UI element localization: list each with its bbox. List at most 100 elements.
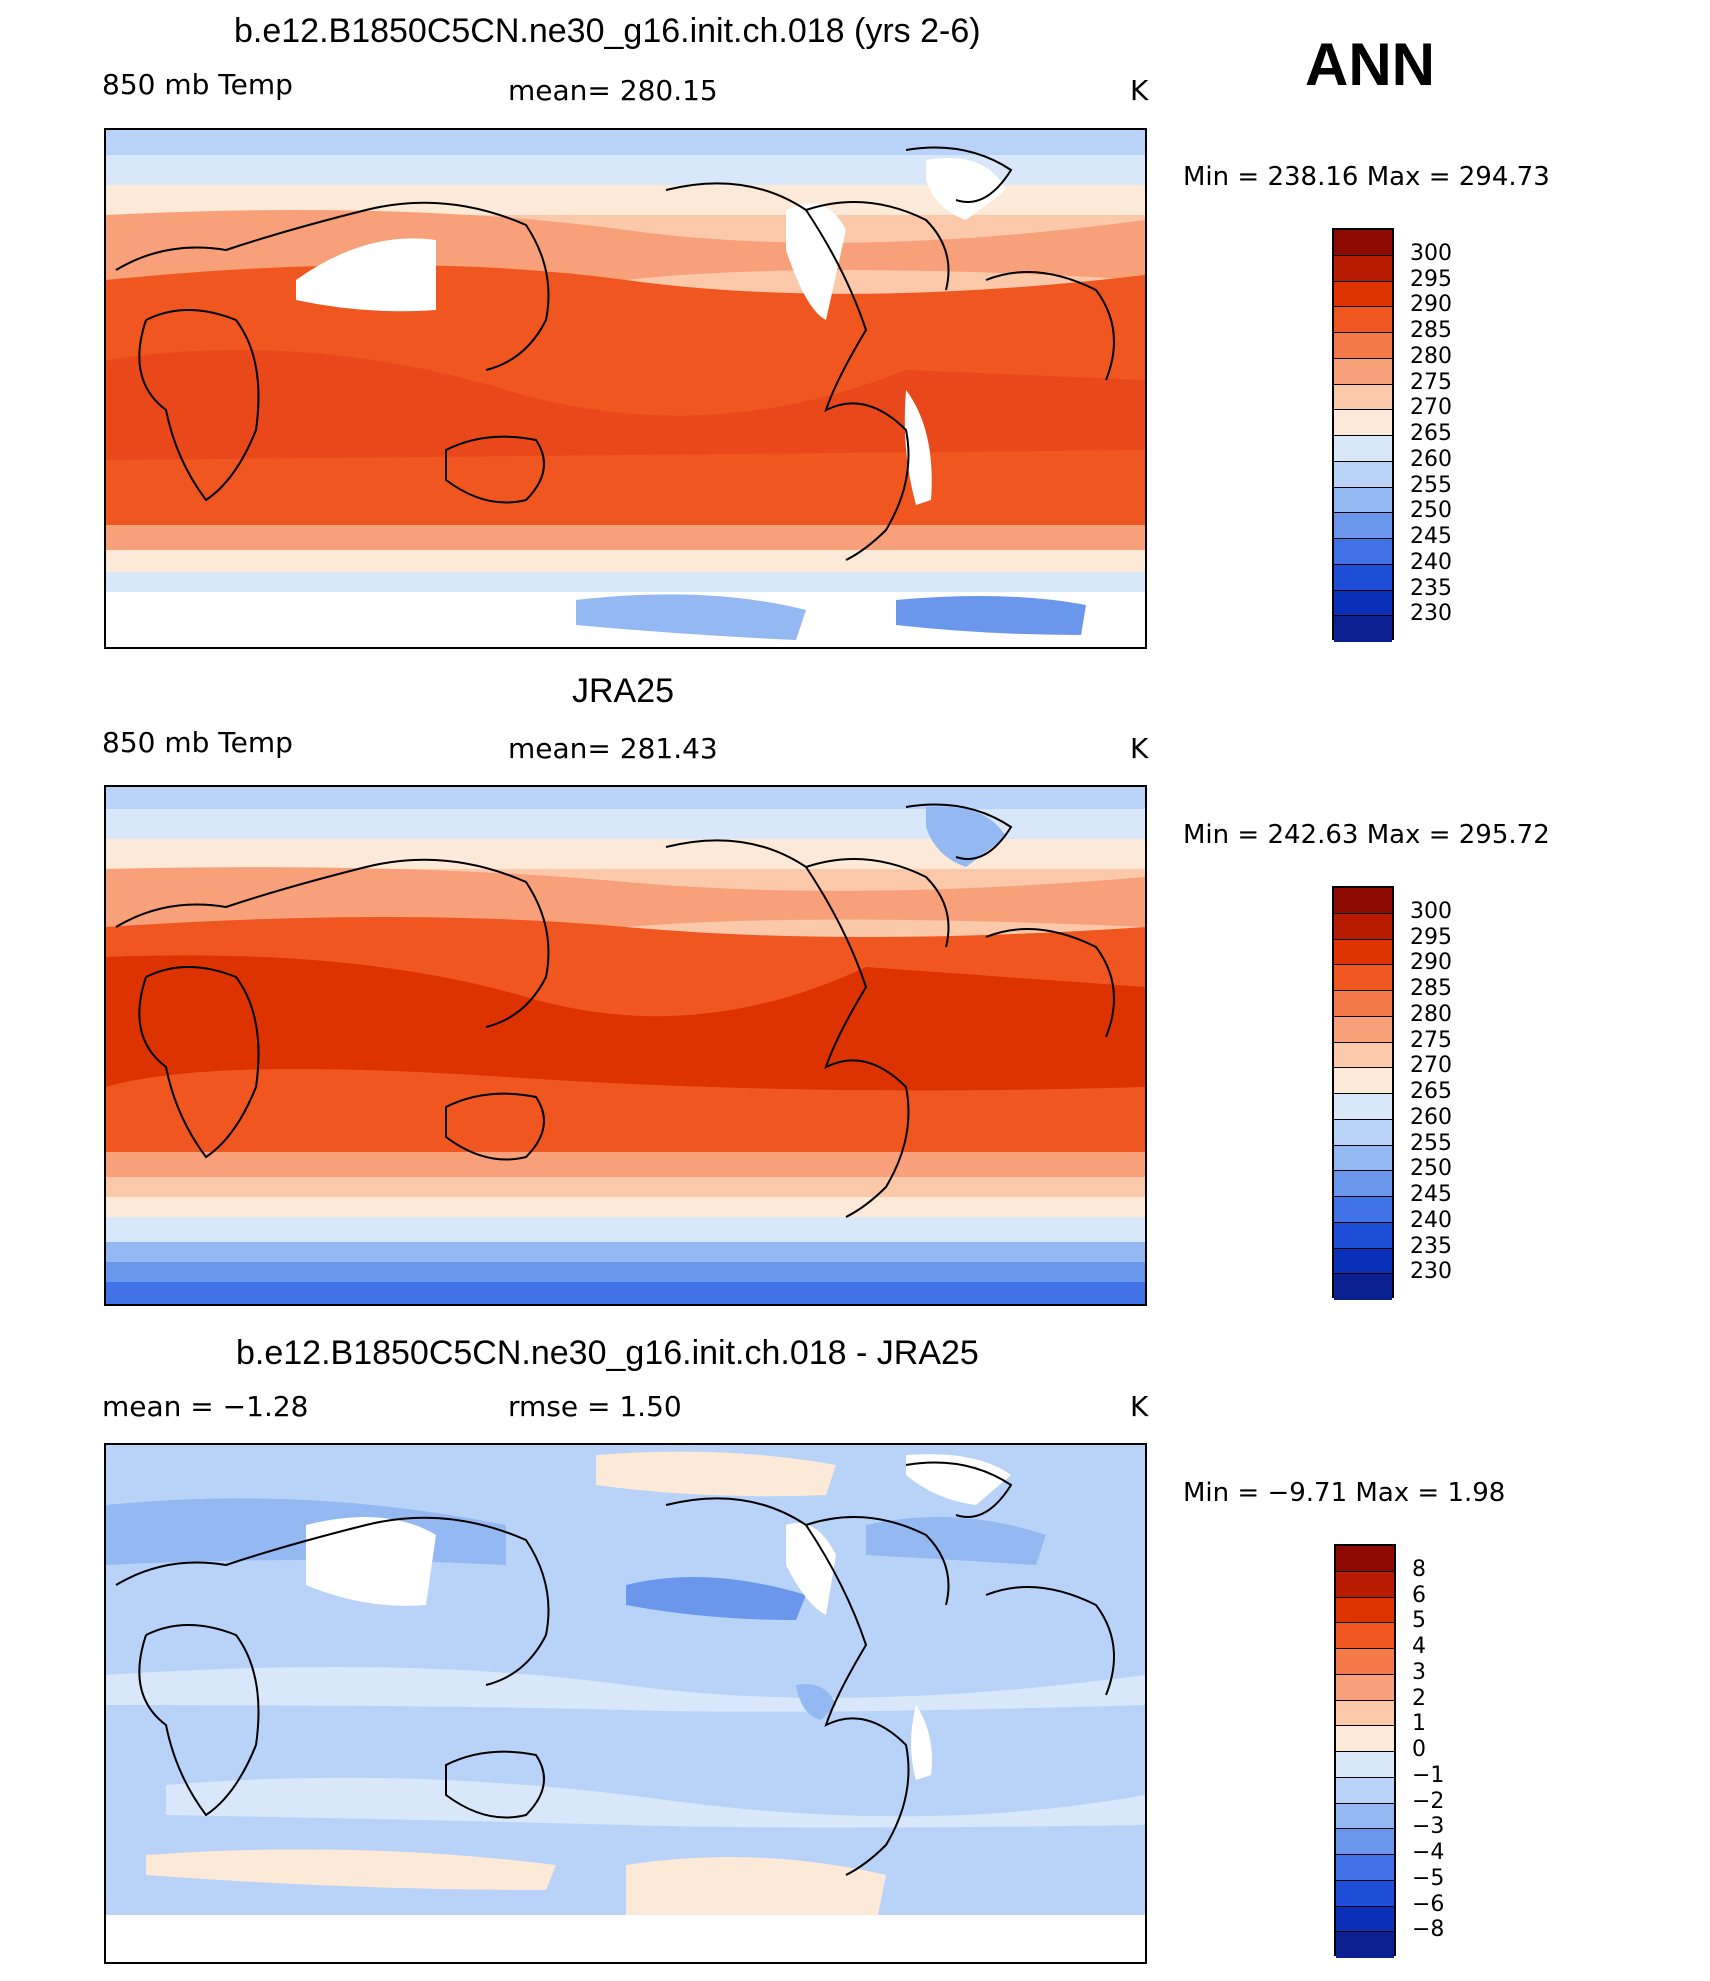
panel2-units: K bbox=[1130, 732, 1149, 765]
colorbar-swatch bbox=[1334, 436, 1392, 462]
colorbar-swatch bbox=[1336, 1597, 1394, 1624]
panel1-mean-label: mean= 280.15 bbox=[508, 74, 718, 107]
colorbar-swatch bbox=[1336, 1546, 1394, 1572]
colorbar-tick-label: 2 bbox=[1412, 1686, 1426, 1711]
colorbar-tick-label: 275 bbox=[1410, 370, 1452, 395]
colorbar-tick-label: 235 bbox=[1410, 1234, 1452, 1259]
colorbar-tick-label: 240 bbox=[1410, 550, 1452, 575]
panel2-map-field bbox=[106, 787, 1145, 1304]
colorbar-tick-label: 300 bbox=[1410, 899, 1452, 924]
colorbar-tick-label: −8 bbox=[1412, 1917, 1445, 1942]
colorbar-tick-label: 280 bbox=[1410, 344, 1452, 369]
colorbar-tick-label: −3 bbox=[1412, 1814, 1445, 1839]
colorbar-tick-label: 230 bbox=[1410, 1259, 1452, 1284]
colorbar-tick-label: 8 bbox=[1412, 1557, 1426, 1582]
colorbar-swatch bbox=[1334, 230, 1392, 256]
colorbar-swatch bbox=[1336, 1623, 1394, 1649]
colorbar-tick-label: 250 bbox=[1410, 1156, 1452, 1181]
colorbar-swatch bbox=[1336, 1880, 1394, 1907]
colorbar-swatch bbox=[1334, 410, 1392, 436]
colorbar-tick-label: 270 bbox=[1410, 1053, 1452, 1078]
panel1-colorbar bbox=[1332, 228, 1394, 642]
colorbar-swatch bbox=[1336, 1829, 1394, 1855]
colorbar-tick-label: 1 bbox=[1412, 1711, 1426, 1736]
colorbar-tick-label: 250 bbox=[1410, 498, 1452, 523]
colorbar-tick-label: 255 bbox=[1410, 1131, 1452, 1156]
colorbar-swatch bbox=[1334, 939, 1392, 966]
colorbar-swatch bbox=[1334, 1094, 1392, 1120]
colorbar-swatch bbox=[1336, 1726, 1394, 1752]
panel2-map bbox=[104, 785, 1147, 1306]
panel2-left-label: 850 mb Temp bbox=[102, 726, 293, 759]
colorbar-swatch bbox=[1334, 358, 1392, 385]
colorbar-swatch bbox=[1334, 564, 1392, 591]
colorbar-tick-label: −4 bbox=[1412, 1840, 1445, 1865]
colorbar-tick-label: 235 bbox=[1410, 576, 1452, 601]
panel1-units: K bbox=[1130, 74, 1149, 107]
colorbar-swatch bbox=[1334, 333, 1392, 359]
colorbar-swatch bbox=[1334, 1016, 1392, 1043]
colorbar-tick-label: 245 bbox=[1410, 1182, 1452, 1207]
colorbar-swatch bbox=[1334, 384, 1392, 411]
colorbar-tick-label: 285 bbox=[1410, 976, 1452, 1001]
colorbar-swatch bbox=[1336, 1855, 1394, 1881]
colorbar-swatch bbox=[1334, 1197, 1392, 1223]
colorbar-swatch bbox=[1336, 1777, 1394, 1804]
colorbar-swatch bbox=[1334, 1042, 1392, 1069]
colorbar-swatch bbox=[1334, 616, 1392, 642]
colorbar-tick-label: 275 bbox=[1410, 1028, 1452, 1053]
panel3-colorbar bbox=[1334, 1544, 1396, 1958]
panel1-map-field bbox=[106, 130, 1145, 647]
colorbar-swatch bbox=[1336, 1932, 1394, 1958]
colorbar-tick-label: 265 bbox=[1410, 421, 1452, 446]
colorbar-swatch bbox=[1334, 461, 1392, 488]
panel3-map-field bbox=[106, 1445, 1145, 1962]
colorbar-tick-label: 5 bbox=[1412, 1608, 1426, 1633]
colorbar-tick-label: 255 bbox=[1410, 473, 1452, 498]
colorbar-swatch bbox=[1336, 1906, 1394, 1933]
colorbar-tick-label: 240 bbox=[1410, 1208, 1452, 1233]
colorbar-tick-label: 290 bbox=[1410, 292, 1452, 317]
colorbar-swatch bbox=[1334, 1068, 1392, 1094]
season-label: ANN bbox=[1305, 31, 1435, 98]
panel1-map bbox=[104, 128, 1147, 649]
colorbar-swatch bbox=[1334, 1119, 1392, 1146]
colorbar-tick-label: 290 bbox=[1410, 950, 1452, 975]
colorbar-tick-label: −1 bbox=[1412, 1763, 1445, 1788]
colorbar-tick-label: −6 bbox=[1412, 1892, 1445, 1917]
colorbar-tick-label: 300 bbox=[1410, 241, 1452, 266]
colorbar-swatch bbox=[1336, 1649, 1394, 1675]
colorbar-tick-label: 3 bbox=[1412, 1660, 1426, 1685]
colorbar-tick-label: 6 bbox=[1412, 1583, 1426, 1608]
panel2-min-max: Min = 242.63 Max = 295.72 bbox=[1183, 820, 1550, 850]
panel3-map bbox=[104, 1443, 1147, 1964]
panel1-title: b.e12.B1850C5CN.ne30_g16.init.ch.018 (yr… bbox=[234, 12, 981, 50]
panel2-mean-label: mean= 281.43 bbox=[508, 732, 718, 765]
colorbar-tick-label: 260 bbox=[1410, 1105, 1452, 1130]
panel1-min-max: Min = 238.16 Max = 294.73 bbox=[1183, 162, 1550, 192]
colorbar-swatch bbox=[1334, 913, 1392, 940]
colorbar-swatch bbox=[1334, 888, 1392, 914]
colorbar-tick-label: 245 bbox=[1410, 524, 1452, 549]
colorbar-swatch bbox=[1336, 1803, 1394, 1830]
colorbar-swatch bbox=[1336, 1571, 1394, 1598]
panel1-left-label: 850 mb Temp bbox=[102, 68, 293, 101]
colorbar-swatch bbox=[1334, 991, 1392, 1017]
panel3-units: K bbox=[1130, 1390, 1149, 1423]
colorbar-tick-label: 285 bbox=[1410, 318, 1452, 343]
colorbar-tick-label: 270 bbox=[1410, 395, 1452, 420]
colorbar-swatch bbox=[1334, 965, 1392, 991]
colorbar-swatch bbox=[1334, 1222, 1392, 1249]
colorbar-swatch bbox=[1336, 1674, 1394, 1701]
colorbar-tick-label: −5 bbox=[1412, 1866, 1445, 1891]
colorbar-tick-label: 280 bbox=[1410, 1002, 1452, 1027]
colorbar-tick-label: 4 bbox=[1412, 1634, 1426, 1659]
colorbar-tick-label: 295 bbox=[1410, 925, 1452, 950]
colorbar-swatch bbox=[1334, 539, 1392, 565]
colorbar-swatch bbox=[1334, 590, 1392, 617]
colorbar-swatch bbox=[1336, 1752, 1394, 1778]
colorbar-swatch bbox=[1334, 1171, 1392, 1197]
panel3-title: b.e12.B1850C5CN.ne30_g16.init.ch.018 - J… bbox=[236, 1334, 979, 1372]
colorbar-swatch bbox=[1334, 1145, 1392, 1172]
colorbar-swatch bbox=[1334, 255, 1392, 282]
